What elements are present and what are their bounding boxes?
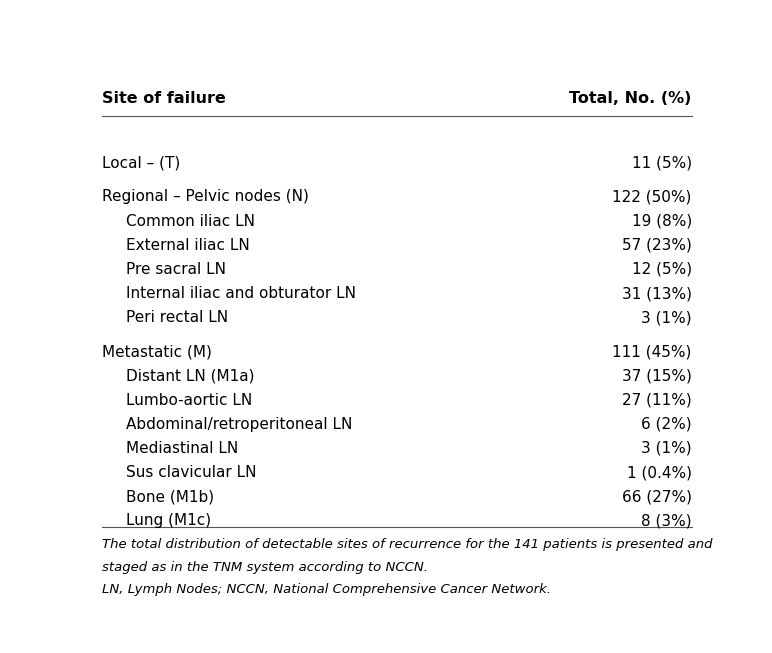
Text: Peri rectal LN: Peri rectal LN <box>127 310 229 325</box>
Text: Total, No. (%): Total, No. (%) <box>570 91 692 106</box>
Text: Common iliac LN: Common iliac LN <box>127 214 256 229</box>
Text: Internal iliac and obturator LN: Internal iliac and obturator LN <box>127 286 357 301</box>
Text: 3 (1%): 3 (1%) <box>642 441 692 456</box>
Text: 3 (1%): 3 (1%) <box>642 310 692 325</box>
Text: 19 (8%): 19 (8%) <box>631 214 692 229</box>
Text: 12 (5%): 12 (5%) <box>631 262 692 277</box>
Text: 111 (45%): 111 (45%) <box>612 344 692 359</box>
Text: Mediastinal LN: Mediastinal LN <box>127 441 239 456</box>
Text: 66 (27%): 66 (27%) <box>621 489 692 504</box>
Text: Regional – Pelvic nodes (N): Regional – Pelvic nodes (N) <box>103 189 310 204</box>
Text: 31 (13%): 31 (13%) <box>621 286 692 301</box>
Text: Pre sacral LN: Pre sacral LN <box>127 262 226 277</box>
Text: Abdominal/retroperitoneal LN: Abdominal/retroperitoneal LN <box>127 417 353 432</box>
Text: Distant LN (M1a): Distant LN (M1a) <box>127 368 255 383</box>
Text: Bone (M1b): Bone (M1b) <box>127 489 215 504</box>
Text: 8 (3%): 8 (3%) <box>642 513 692 528</box>
Text: The total distribution of detectable sites of recurrence for the 141 patients is: The total distribution of detectable sit… <box>103 539 713 551</box>
Text: Site of failure: Site of failure <box>103 91 226 106</box>
Text: Sus clavicular LN: Sus clavicular LN <box>127 465 257 480</box>
Text: 27 (11%): 27 (11%) <box>622 392 692 407</box>
Text: Lumbo-aortic LN: Lumbo-aortic LN <box>127 392 252 407</box>
Text: LN, Lymph Nodes; NCCN, National Comprehensive Cancer Network.: LN, Lymph Nodes; NCCN, National Comprehe… <box>103 582 551 596</box>
Text: 122 (50%): 122 (50%) <box>612 189 692 204</box>
Text: 37 (15%): 37 (15%) <box>622 368 692 383</box>
Text: staged as in the TNM system according to NCCN.: staged as in the TNM system according to… <box>103 560 428 573</box>
Text: Local – (T): Local – (T) <box>103 155 181 170</box>
Text: Lung (M1c): Lung (M1c) <box>127 513 212 528</box>
Text: 1 (0.4%): 1 (0.4%) <box>627 465 692 480</box>
Text: Metastatic (M): Metastatic (M) <box>103 344 212 359</box>
Text: 57 (23%): 57 (23%) <box>622 238 692 253</box>
Text: External iliac LN: External iliac LN <box>127 238 250 253</box>
Text: 6 (2%): 6 (2%) <box>642 417 692 432</box>
Text: 11 (5%): 11 (5%) <box>631 155 692 170</box>
